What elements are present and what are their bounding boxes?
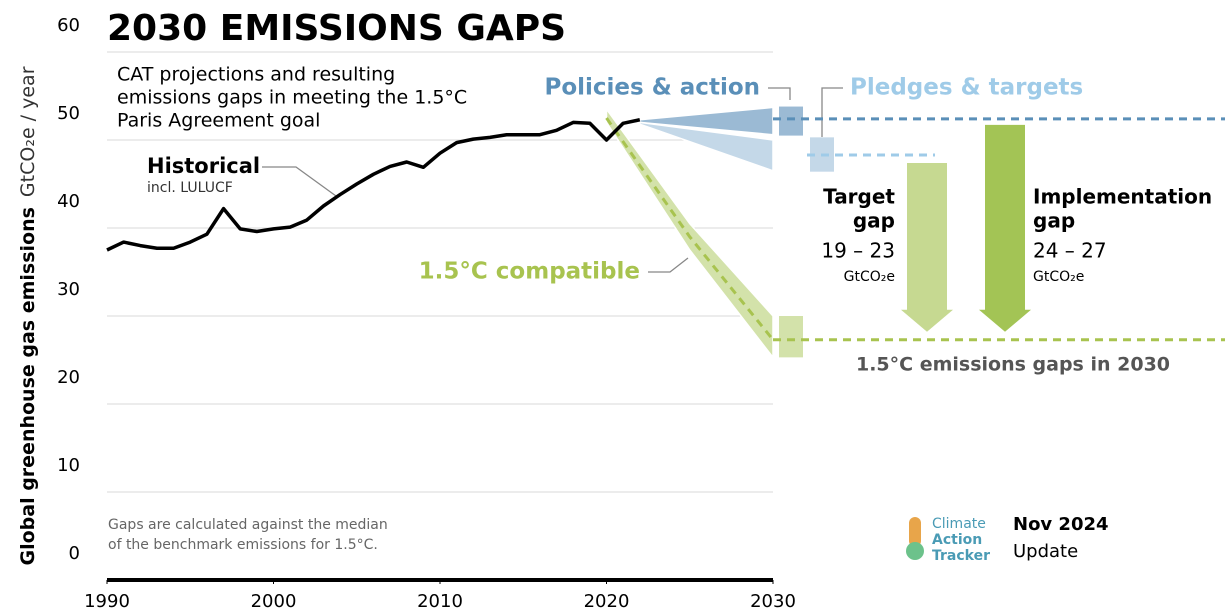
series-label: 1.5°C compatible	[419, 259, 640, 285]
x-tick-label: 2010	[417, 591, 463, 612]
footnote: Gaps are calculated against the median	[108, 517, 388, 533]
x-tick-label: 2020	[584, 591, 630, 612]
logo-text: Climate	[932, 516, 986, 532]
series-note: incl. LULUCF	[147, 180, 233, 196]
gap-unit: GtCO₂e	[1033, 269, 1084, 285]
subtitle: CAT projections and resulting	[117, 64, 395, 86]
range-2030	[779, 106, 803, 136]
y-unit: GtCO₂e / year	[17, 66, 39, 197]
series-label: Pledges & targets	[850, 75, 1083, 101]
logo-text: Tracker	[932, 548, 990, 564]
y-tick-label: 10	[57, 455, 80, 476]
subtitle: Paris Agreement goal	[117, 110, 320, 132]
leader	[768, 87, 791, 100]
edition: Nov 2024	[1013, 514, 1109, 535]
leader	[262, 166, 337, 197]
y-tick-label: 20	[57, 367, 80, 388]
y-tick-label: 0	[69, 543, 80, 564]
subtitle: emissions gaps in meeting the 1.5°C	[117, 87, 467, 109]
chart-title: 2030 EMISSIONS GAPS	[107, 8, 566, 49]
gap-name: Target	[823, 185, 895, 209]
projection-band	[605, 106, 774, 360]
edition: Update	[1013, 541, 1078, 562]
thermometer	[909, 517, 921, 547]
x-tick-label: 2000	[251, 591, 297, 612]
historical-line	[106, 118, 641, 252]
median-line	[605, 117, 775, 341]
y-tick-label: 50	[57, 103, 80, 124]
leader	[821, 87, 843, 137]
gap-range: 24 – 27	[1033, 239, 1107, 263]
x-tick-label: 1990	[84, 591, 130, 612]
x-tick-label: 2030	[750, 591, 796, 612]
gap-name: gap	[853, 209, 895, 233]
y-tick-label: 60	[57, 15, 80, 36]
y-axis-label: Global greenhouse gas emissions GtCO₂e / …	[17, 66, 39, 565]
footnote: of the benchmark emissions for 1.5°C.	[108, 537, 378, 553]
gap-unit: GtCO₂e	[844, 269, 895, 285]
thermometer-bulb	[906, 542, 924, 560]
range-2030	[779, 316, 803, 358]
logo-text: Action	[932, 532, 982, 548]
logo-icon	[906, 517, 924, 560]
gap-range: 19 – 23	[821, 239, 895, 263]
y-label: Global greenhouse gas emissions	[17, 207, 39, 565]
y-tick-label: 40	[57, 191, 80, 212]
gap-caption: 1.5°C emissions gaps in 2030	[856, 354, 1170, 376]
y-tick-label: 30	[57, 279, 80, 300]
series-label: Policies & action	[544, 75, 760, 101]
gap-arrow	[979, 124, 1031, 332]
projection-band	[639, 121, 774, 172]
gap-name: Implementation	[1033, 185, 1212, 209]
series-label: Historical	[147, 154, 260, 178]
gap-name: gap	[1033, 209, 1075, 233]
leader-lines	[262, 87, 843, 273]
gap-arrow	[901, 162, 953, 332]
leader	[648, 257, 689, 273]
